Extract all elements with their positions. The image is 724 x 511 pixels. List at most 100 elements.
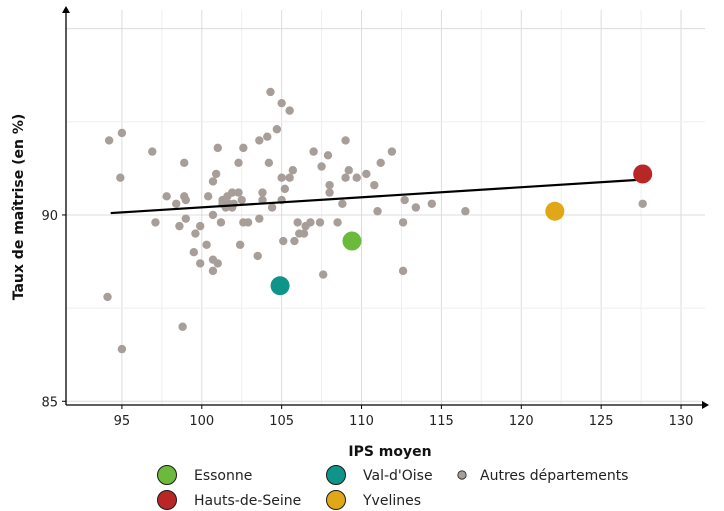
- point-autres-departements: [370, 180, 379, 190]
- point-autres-departements: [223, 192, 232, 201]
- point-autres-departements: [400, 195, 409, 205]
- point-autres-departements: [338, 199, 347, 208]
- point-autres-departements: [239, 143, 248, 153]
- point-autres-departements: [277, 173, 286, 182]
- point-autres-departements: [638, 199, 647, 208]
- point-autres-departements: [264, 158, 274, 167]
- point-autres-departements: [208, 177, 218, 186]
- point-autres-departements: [181, 195, 191, 205]
- point-autres-departements: [315, 218, 325, 227]
- point-autres-departements: [344, 166, 353, 175]
- point-autres-departements: [333, 218, 342, 227]
- point-autres-departements: [235, 240, 245, 249]
- point-val-d-oise: [270, 276, 290, 296]
- point-autres-departements: [299, 229, 309, 238]
- y-tick-label: 85: [41, 395, 58, 410]
- legend-item: Yvelines: [326, 490, 421, 510]
- point-autres-departements: [213, 143, 222, 153]
- legend-label: Hauts-de-Seine: [194, 493, 301, 509]
- point-autres-departements: [104, 136, 114, 145]
- point-autres-departements: [325, 188, 334, 197]
- point-autres-departements: [411, 203, 421, 212]
- point-autres-departements: [255, 136, 264, 145]
- point-autres-departements: [263, 132, 272, 141]
- point-autres-departements: [352, 173, 361, 182]
- point-autres-departements: [255, 214, 264, 223]
- x-axis-arrow: [702, 401, 709, 409]
- point-autres-departements: [258, 188, 267, 197]
- point-autres-departements: [162, 192, 171, 201]
- point-autres-departements: [341, 173, 350, 182]
- point-autres-departements: [258, 195, 267, 205]
- point-autres-departements: [272, 125, 282, 134]
- point-autres-departements: [285, 106, 294, 115]
- highlight-points: [270, 164, 653, 296]
- point-autres-departements: [427, 199, 437, 208]
- point-autres-departements: [103, 292, 112, 302]
- x-tick-label: 105: [269, 414, 294, 429]
- point-autres-departements: [318, 270, 328, 279]
- point-autres-departements: [325, 180, 334, 190]
- point-autres-departements: [243, 218, 253, 227]
- point-autres-departements: [180, 158, 189, 167]
- y-axis-title: Taux de maîtrise (en %): [11, 114, 27, 301]
- y-tick-label: 90: [41, 209, 58, 224]
- point-autres-departements: [117, 128, 127, 138]
- x-tick-label: 115: [429, 414, 454, 429]
- legend-item: Essonne: [157, 465, 252, 485]
- tick-labels: 95 100 105 110 115 120 125 130 85 90: [41, 209, 693, 429]
- point-autres-departements: [175, 221, 184, 231]
- legend-swatch: [457, 470, 467, 480]
- point-autres-departements: [288, 166, 298, 175]
- legend-item: Val-d'Oise: [326, 465, 433, 485]
- point-hauts-de-seine: [633, 164, 653, 184]
- legend-label: Autres départements: [480, 468, 628, 484]
- x-tick-label: 95: [114, 414, 131, 429]
- point-autres-departements: [195, 259, 205, 268]
- x-tick-label: 110: [349, 414, 374, 429]
- point-autres-departements: [172, 199, 181, 208]
- legend-swatch: [157, 465, 177, 485]
- point-autres-departements: [398, 218, 408, 227]
- point-autres-departements: [341, 136, 350, 145]
- point-autres-departements: [277, 98, 286, 108]
- point-autres-departements: [117, 344, 127, 354]
- point-autres-departements: [151, 218, 160, 227]
- x-tick-label: 100: [189, 414, 214, 429]
- legend-item: Hauts-de-Seine: [157, 490, 301, 510]
- point-autres-departements: [191, 229, 200, 238]
- point-autres-departements: [309, 147, 318, 156]
- x-tick-label: 120: [509, 414, 534, 429]
- legend-swatch: [326, 490, 346, 510]
- legend-label: Essonne: [194, 468, 252, 484]
- point-autres-departements: [387, 147, 397, 156]
- point-autres-departements: [213, 259, 222, 268]
- point-autres-departements: [202, 240, 211, 249]
- point-autres-departements: [280, 184, 290, 194]
- legend-label: Val-d'Oise: [363, 468, 433, 484]
- point-autres-departements: [362, 169, 371, 179]
- regression-line-group: [110, 178, 643, 215]
- point-autres-departements: [195, 221, 205, 231]
- legend-label: Yvelines: [362, 493, 421, 509]
- point-autres-departements: [266, 87, 275, 97]
- point-autres-departements: [267, 203, 277, 212]
- x-tick-label: 125: [589, 414, 614, 429]
- point-autres-departements: [323, 151, 333, 160]
- point-autres-departements: [373, 207, 382, 216]
- point-autres-departements: [148, 147, 157, 156]
- point-autres-departements: [293, 218, 302, 227]
- point-yvelines: [545, 201, 565, 221]
- point-autres-departements: [461, 207, 470, 216]
- point-autres-departements: [116, 173, 125, 182]
- point-essonne: [342, 231, 362, 251]
- point-autres-departements: [234, 158, 243, 167]
- point-autres-departements: [208, 266, 218, 276]
- legend-swatch: [326, 465, 346, 485]
- point-autres-departements: [279, 236, 288, 246]
- legend-swatch: [157, 490, 177, 510]
- point-autres-departements: [211, 169, 221, 179]
- point-autres-departements: [317, 162, 326, 171]
